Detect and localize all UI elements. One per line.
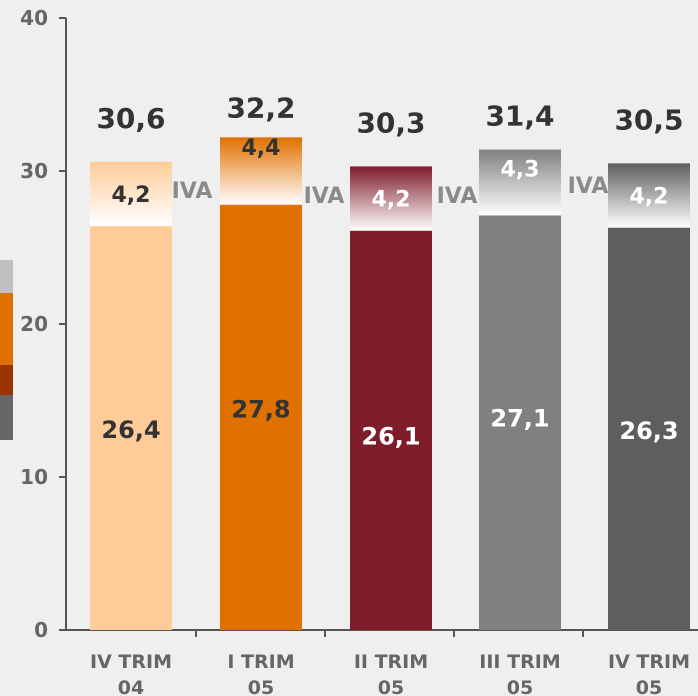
- iva-series-label: IVA: [437, 184, 478, 209]
- iva-series-label: IVA: [304, 184, 345, 209]
- x-category-label: I TRIM: [227, 651, 294, 673]
- bar-base-value-label: 26,3: [619, 417, 678, 445]
- iva-series-label: IVA: [172, 179, 213, 204]
- x-category-label: III TRIM: [479, 651, 560, 673]
- y-tick-label: 40: [20, 6, 48, 30]
- bar-base-segment: [220, 204, 302, 630]
- bar-iva-segment: [90, 161, 172, 227]
- x-category-label: IV TRIM: [90, 651, 172, 673]
- bar-iva-value-label: 4,4: [242, 136, 281, 161]
- bar-base-segment: [90, 226, 172, 630]
- y-tick-label: 20: [20, 312, 48, 336]
- bar-base-segment: [479, 215, 561, 630]
- legend-swatch: [0, 395, 13, 440]
- bar-base-value-label: 27,8: [231, 395, 290, 423]
- bar-base-value-label: 27,1: [490, 405, 549, 433]
- y-tick-label: 30: [20, 159, 48, 183]
- legend-swatch: [0, 365, 13, 395]
- legend-swatch: [0, 260, 13, 293]
- x-category-label: II TRIM: [354, 651, 428, 673]
- x-category-label: 05: [507, 677, 533, 696]
- legend-swatch: [0, 293, 13, 365]
- bar-base-value-label: 26,1: [361, 422, 420, 450]
- bar-total-label: 32,2: [226, 91, 295, 124]
- y-tick-label: 10: [20, 465, 48, 489]
- bar-total-label: 30,3: [356, 106, 425, 139]
- bar-iva-value-label: 4,2: [372, 188, 411, 213]
- bar-total-label: 30,5: [614, 103, 683, 136]
- bar-iva-segment: [608, 163, 690, 228]
- bar-iva-segment: [479, 149, 561, 216]
- bar-base-segment: [608, 227, 690, 631]
- bar-iva-value-label: 4,2: [630, 184, 669, 209]
- bar-iva-value-label: 4,3: [501, 157, 540, 182]
- bar-iva-segment: [220, 137, 302, 205]
- bar-base-value-label: 26,4: [101, 416, 160, 444]
- x-category-label: 05: [636, 677, 662, 696]
- bar-iva-value-label: 4,2: [112, 183, 151, 208]
- bar-total-label: 30,6: [96, 102, 165, 135]
- bar-total-label: 31,4: [485, 100, 554, 133]
- bar-iva-segment: [350, 166, 432, 231]
- bar-base-segment: [350, 230, 432, 631]
- y-tick-label: 0: [34, 618, 48, 642]
- iva-series-label: IVA: [568, 174, 609, 199]
- x-category-label: 05: [248, 677, 274, 696]
- x-category-label: IV TRIM: [608, 651, 690, 673]
- x-category-label: 05: [378, 677, 404, 696]
- x-category-label: 04: [118, 677, 144, 696]
